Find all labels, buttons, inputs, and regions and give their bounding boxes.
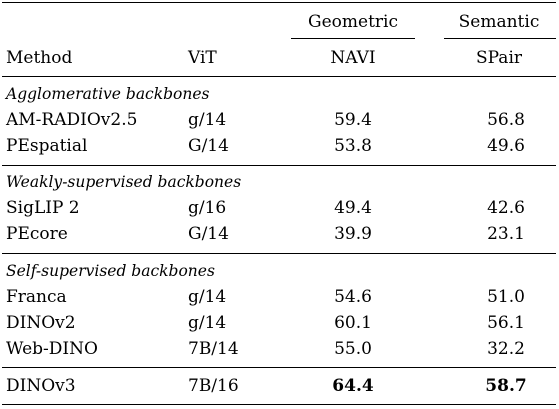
header-geometric: Geometric: [308, 12, 398, 32]
group-rule: [2, 253, 556, 254]
cell-spair: 49.6: [487, 136, 525, 156]
cell-navi: 60.1: [334, 313, 372, 333]
cell-vit: g/14: [188, 313, 227, 333]
cell-spair: 56.1: [487, 313, 525, 333]
cell-spair-best: 58.7: [485, 376, 527, 396]
group-title-self-supervised: Self-supervised backbones: [6, 262, 215, 280]
cell-vit: G/14: [188, 224, 229, 244]
cell-method: DINOv3: [6, 376, 76, 396]
cell-method: PEspatial: [6, 136, 88, 156]
cell-navi: 39.9: [334, 224, 372, 244]
cell-method: SigLIP 2: [6, 198, 80, 218]
header-method: Method: [6, 48, 73, 68]
header-spair: SPair: [475, 48, 523, 68]
group-title-weakly-supervised: Weakly-supervised backbones: [6, 173, 242, 191]
cell-method: PEcore: [6, 224, 68, 244]
cell-method: DINOv2: [6, 313, 76, 333]
header-vit: ViT: [188, 48, 217, 68]
cell-vit: g/14: [188, 110, 227, 130]
cell-navi: 55.0: [334, 339, 372, 359]
group-rule: [2, 367, 556, 368]
cell-navi-best: 64.4: [332, 376, 374, 396]
semantic-underline: [444, 38, 556, 39]
cell-vit: 7B/16: [188, 376, 239, 396]
cell-vit: G/14: [188, 136, 229, 156]
cell-spair: 32.2: [487, 339, 525, 359]
group-rule: [2, 165, 556, 166]
cell-navi: 49.4: [334, 198, 372, 218]
cell-method: AM-RADIOv2.5: [6, 110, 138, 130]
cell-vit: g/16: [188, 198, 227, 218]
cell-method: Web-DINO: [6, 339, 98, 359]
cell-spair: 56.8: [487, 110, 525, 130]
cell-navi: 54.6: [334, 287, 372, 307]
cell-vit: 7B/14: [188, 339, 239, 359]
header-semantic: Semantic: [458, 12, 540, 32]
cell-spair: 23.1: [487, 224, 525, 244]
cell-method: Franca: [6, 287, 67, 307]
header-navi: NAVI: [330, 48, 376, 68]
cell-navi: 53.8: [334, 136, 372, 156]
bottom-rule: [2, 404, 556, 406]
top-rule: [2, 2, 556, 4]
header-rule: [2, 76, 556, 77]
cell-spair: 51.0: [487, 287, 525, 307]
cell-vit: g/14: [188, 287, 227, 307]
cell-navi: 59.4: [334, 110, 372, 130]
cell-spair: 42.6: [487, 198, 525, 218]
group-title-agglomerative: Agglomerative backbones: [6, 85, 210, 103]
geometric-underline: [291, 38, 415, 39]
